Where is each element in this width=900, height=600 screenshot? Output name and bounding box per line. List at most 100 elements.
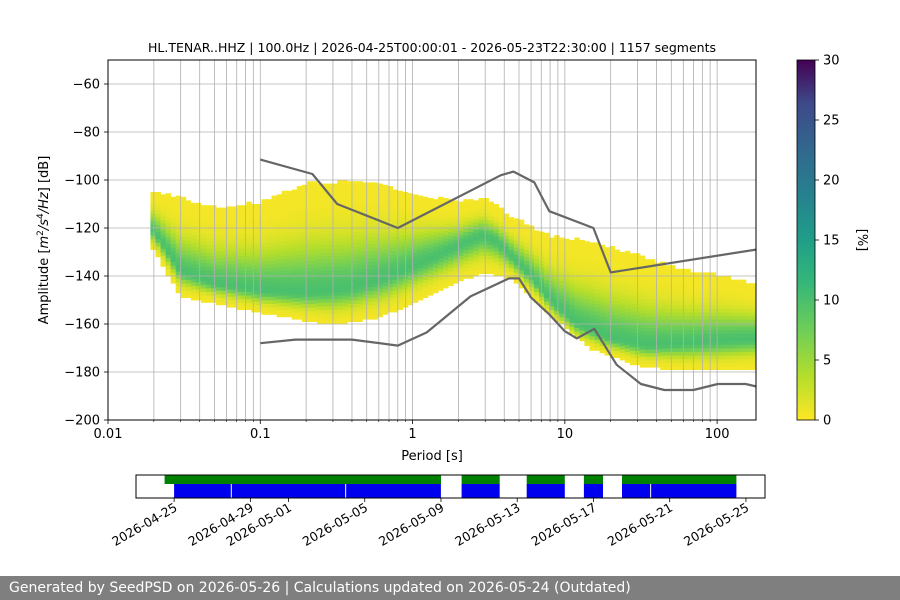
heatmap-cell [589,346,595,351]
heatmap-cell [433,199,439,204]
heatmap-cell [619,345,626,350]
heatmap-cell [453,222,459,226]
y-tick-label: −180 [64,366,100,381]
heatmap-cell [614,339,621,344]
heatmap-cell [261,282,267,286]
heatmap-cell [387,193,394,198]
heatmap-cell [200,255,207,260]
heatmap-cell [311,188,318,193]
heatmap-cell [468,217,474,222]
heatmap-cell [372,272,378,277]
heatmap-cell [417,264,424,268]
heatmap-cell [422,243,429,248]
heatmap-cell [276,298,283,303]
heatmap-cell [554,292,560,297]
heatmap-cell [251,265,257,270]
heatmap-cell [397,219,404,224]
heatmap-cell [190,231,197,236]
heatmap-cell [569,268,575,273]
y-tick-label: −60 [73,78,100,93]
heatmap-cell [372,186,378,190]
heatmap-cell [407,240,414,244]
heatmap-cell [387,286,394,291]
heatmap-cell [745,358,752,363]
heatmap-cell [710,308,717,313]
heatmap-cell [311,195,318,200]
heatmap-cell [367,193,373,198]
heatmap-cell [569,304,575,309]
heatmap-cell [195,228,202,232]
heatmap-cell [493,214,500,219]
heatmap-cell [685,337,691,342]
heatmap-cell [392,279,399,284]
heatmap-cell [337,259,343,264]
heatmap-cell [579,247,585,252]
heatmap-cell [276,248,283,253]
heatmap-cell [745,355,752,360]
heatmap-cell [503,271,510,276]
heatmap-cell [554,267,560,272]
heatmap-cell [549,244,555,249]
heatmap-cell [609,332,616,337]
heatmap-cell [180,232,187,237]
heatmap-cell [407,294,414,298]
heatmap-cell [715,330,722,334]
heatmap-cell [261,231,267,236]
heatmap-cell [160,198,166,202]
heatmap-cell [397,237,404,242]
heatmap-cell [306,202,313,207]
heatmap-cell [322,205,328,210]
heatmap-cell [185,207,192,212]
heatmap-cell [650,284,656,289]
heatmap-cell [221,214,227,219]
heatmap-cell [211,230,217,235]
heatmap-cell [513,222,520,226]
heatmap-cell [155,231,161,236]
heatmap-cell [438,265,444,270]
heatmap-cell [216,218,222,223]
heatmap-cell [286,298,293,303]
heatmap-cell [377,298,383,303]
heatmap-cell [508,242,515,247]
heatmap-cell [599,309,606,314]
heatmap-cell [221,258,227,262]
heatmap-cell [377,306,383,310]
heatmap-cell [155,213,161,218]
heatmap-cell [332,230,338,235]
heatmap-cell [301,300,308,304]
heatmap-cell [700,319,706,324]
heatmap-cell [241,223,247,228]
heatmap-cell [655,352,661,357]
heatmap-cell [417,253,424,258]
heatmap-cell [246,295,252,300]
heatmap-cell [246,201,252,206]
heatmap-cell [276,201,283,206]
heatmap-cell [584,284,590,289]
heatmap-cell [246,248,252,253]
heatmap-cell [347,253,353,258]
heatmap-cell [574,288,580,292]
heatmap-cell [655,342,661,346]
heatmap-cell [342,288,348,292]
heatmap-cell [392,297,399,302]
heatmap-cell [715,340,722,345]
heatmap-cell [539,296,545,301]
heatmap-cell [367,229,373,234]
heatmap-cell [488,248,494,253]
heatmap-cell [316,190,323,195]
heatmap-cell [357,318,363,322]
heatmap-cell [599,255,606,260]
heatmap-cell [539,285,545,290]
timeline-frame [135,474,766,499]
heatmap-cell [185,204,192,208]
heatmap-cell [185,236,192,241]
heatmap-cell [599,349,606,354]
heatmap-cell [185,200,192,205]
heatmap-cell [180,279,187,284]
heatmap-cell [725,348,732,352]
heatmap-cell [614,249,621,254]
heatmap-cell [352,199,358,204]
heatmap-cell [311,285,318,290]
heatmap-cell [407,243,414,248]
heatmap-cell [266,210,272,214]
